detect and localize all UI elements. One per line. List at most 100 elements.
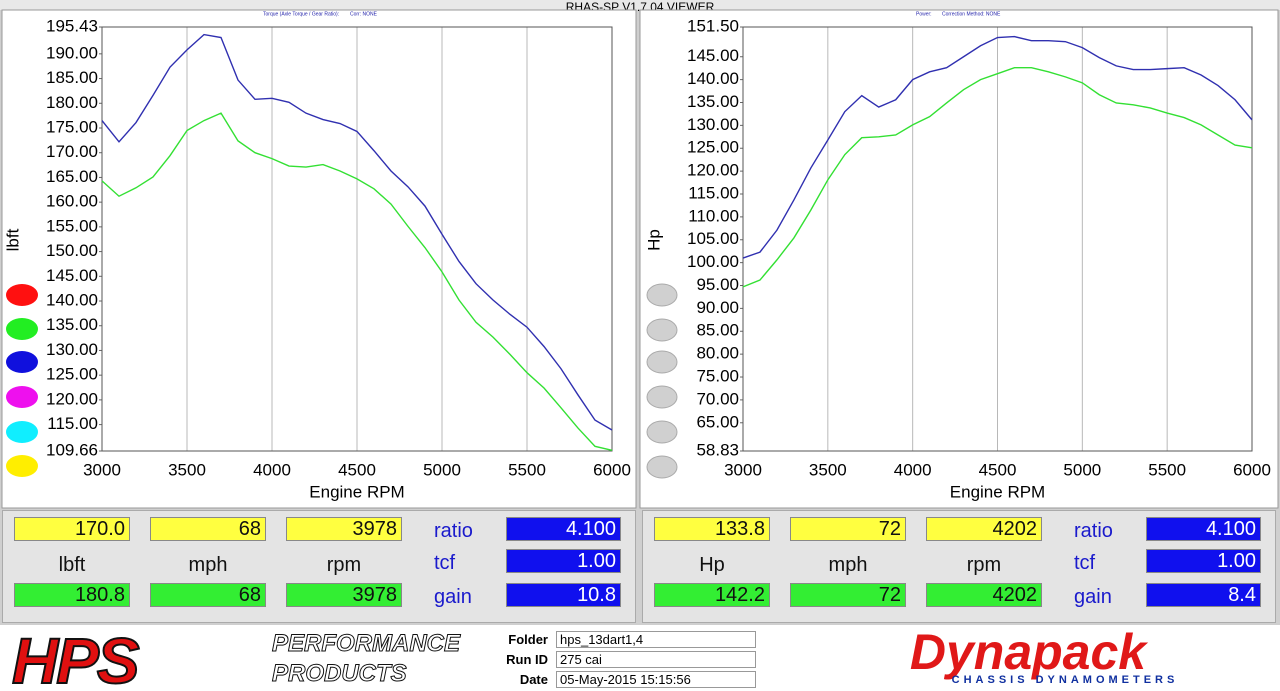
field-value: hps_13dart1,4: [556, 631, 756, 648]
y-tick-label: 155.00: [46, 216, 98, 235]
x-tick-label: 5000: [1063, 460, 1101, 479]
x-axis-label: Engine RPM: [950, 482, 1045, 501]
readout-unit: mph: [188, 554, 228, 576]
readout-unit: rpm: [326, 554, 362, 576]
field-value: 275 cai: [556, 651, 756, 668]
y-tick-label: 185.00: [46, 68, 98, 87]
y-tick-label: 75.00: [696, 367, 739, 386]
field-label: Date: [519, 672, 548, 687]
y-tick-label: 95.00: [696, 275, 739, 294]
y-tick-label: 80.00: [696, 344, 739, 363]
dot[interactable]: [6, 386, 38, 408]
y-tick-label: 175.00: [46, 117, 98, 136]
x-axis-label: Engine RPM: [309, 482, 404, 501]
x-tick-label: 4500: [338, 460, 376, 479]
y-tick-label: 130.00: [687, 115, 739, 134]
x-tick-label: 3500: [809, 460, 847, 479]
y-axis-label: lbft: [3, 228, 22, 251]
series-line: [742, 35, 1253, 259]
param-label: gain: [1074, 586, 1112, 608]
x-tick-label: 4000: [894, 460, 932, 479]
readout-value: 3978: [286, 583, 402, 607]
y-tick-label: 85.00: [696, 321, 739, 340]
x-tick-label: 3000: [83, 460, 121, 479]
y-tick-label: 150.00: [46, 241, 98, 260]
note: Corr: NONE: [350, 11, 378, 17]
field-value: 05-May-2015 15:15:56: [556, 671, 756, 688]
readout-unit: mph: [828, 554, 868, 576]
param-value: 1.00: [506, 549, 621, 573]
x-tick-label: 3000: [724, 460, 762, 479]
param-value: 8.4: [1146, 583, 1261, 607]
y-tick-label: 145.00: [46, 266, 98, 285]
dot[interactable]: [646, 385, 678, 409]
note: Torque (Axle Torque / Gear Ratio):: [263, 11, 339, 17]
plot-frame: [101, 26, 613, 452]
readout-value: 142.2: [654, 583, 770, 607]
param-value: 1.00: [1146, 549, 1261, 573]
readout-value: 72: [790, 517, 906, 541]
y-tick-label: 151.50: [687, 16, 739, 35]
field-label: Folder: [508, 632, 548, 647]
dot[interactable]: [6, 351, 38, 373]
series-line: [101, 33, 613, 431]
plot-frame: [742, 26, 1253, 452]
readout-value: 68: [150, 583, 266, 607]
param-label: tcf: [434, 552, 456, 574]
y-tick-label: 120.00: [687, 161, 739, 180]
x-tick-label: 5500: [508, 460, 546, 479]
y-tick-label: 130.00: [46, 340, 98, 359]
y-tick-label: 120.00: [46, 389, 98, 408]
title-bar: [0, 0, 1280, 10]
series-line: [742, 67, 1253, 288]
legend-dots: [6, 283, 678, 479]
param-label: tcf: [1074, 552, 1096, 574]
readout-unit: rpm: [966, 554, 1002, 576]
dot[interactable]: [646, 455, 678, 479]
y-tick-label: 100.00: [687, 252, 739, 271]
param-label: gain: [434, 586, 472, 608]
note: Correction Method: NONE: [942, 11, 1001, 17]
dot[interactable]: [6, 284, 38, 306]
dot[interactable]: [646, 283, 678, 307]
readout-value: 133.8: [654, 517, 770, 541]
dot[interactable]: [646, 420, 678, 444]
param-label: ratio: [1074, 520, 1113, 542]
y-tick-label: 140.00: [46, 291, 98, 310]
dynapack-logo: Dynapack: [909, 624, 1147, 680]
y-axis-label: Hp: [644, 229, 663, 251]
dot[interactable]: [6, 421, 38, 443]
y-tick-label: 125.00: [687, 138, 739, 157]
y-tick-label: 135.00: [46, 315, 98, 334]
x-tick-label: 3500: [168, 460, 206, 479]
y-tick-label: 65.00: [696, 412, 739, 431]
y-tick-label: 170.00: [46, 142, 98, 161]
y-tick-label: 165.00: [46, 167, 98, 186]
y-tick-label: 105.00: [687, 229, 739, 248]
x-tick-label: 6000: [593, 460, 631, 479]
dot[interactable]: [6, 455, 38, 477]
note: Power:: [916, 11, 932, 17]
y-tick-label: 90.00: [696, 298, 739, 317]
y-tick-label: 140.00: [687, 69, 739, 88]
y-tick-label: 160.00: [46, 192, 98, 211]
x-tick-label: 4500: [979, 460, 1017, 479]
dot[interactable]: [646, 350, 678, 374]
y-tick-label: 180.00: [46, 93, 98, 112]
logo-text: PRODUCTS: [272, 660, 408, 688]
y-tick-label: 125.00: [46, 365, 98, 384]
param-value: 10.8: [506, 583, 621, 607]
dot[interactable]: [646, 318, 678, 342]
readout-value: 3978: [286, 517, 402, 541]
readout-value: 4202: [926, 517, 1042, 541]
param-value: 4.100: [1146, 517, 1261, 541]
dot[interactable]: [6, 318, 38, 340]
x-tick-label: 4000: [253, 460, 291, 479]
readout-value: 72: [790, 583, 906, 607]
y-tick-label: 110.00: [688, 206, 739, 225]
y-tick-label: 70.00: [696, 389, 739, 408]
param-value: 4.100: [506, 517, 621, 541]
x-tick-label: 5000: [423, 460, 461, 479]
